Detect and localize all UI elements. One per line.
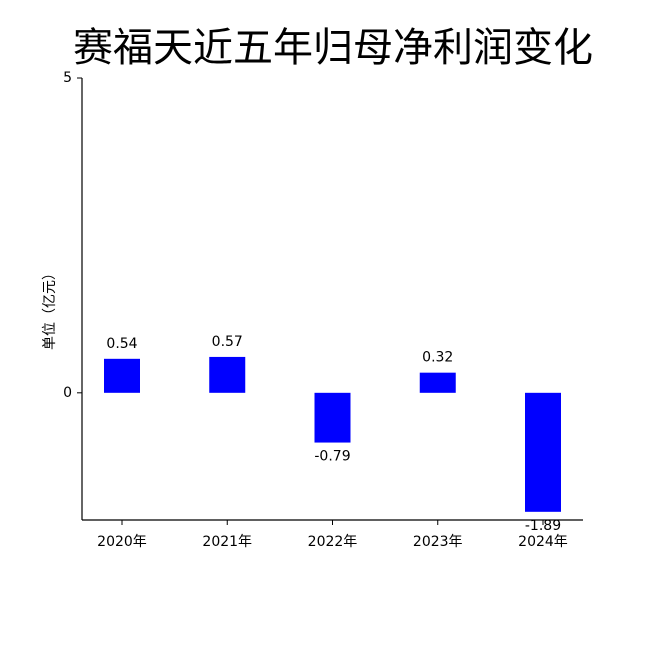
value-label: 0.32 bbox=[422, 350, 453, 366]
x-tick-label: 2024年 bbox=[518, 534, 568, 550]
value-label: -1.89 bbox=[525, 518, 561, 534]
y-axis-label: 单位（亿元） bbox=[42, 266, 58, 350]
value-label: 0.57 bbox=[212, 334, 243, 350]
bar bbox=[525, 392, 561, 512]
x-tick-label: 2022年 bbox=[308, 534, 358, 550]
y-tick-label: 5 bbox=[63, 70, 72, 86]
x-tick-label: 2021年 bbox=[202, 534, 252, 550]
y-tick-label: 0 bbox=[63, 385, 72, 401]
value-label: 0.54 bbox=[106, 336, 137, 352]
value-label: -0.79 bbox=[314, 449, 350, 465]
chart-title: 赛福天近五年归母净利润变化 bbox=[73, 25, 593, 71]
bar bbox=[104, 358, 140, 393]
x-tick-label: 2023年 bbox=[413, 534, 463, 550]
bar bbox=[419, 372, 456, 393]
bar bbox=[314, 392, 351, 443]
bar bbox=[209, 356, 246, 393]
x-tick-label: 2020年 bbox=[97, 534, 147, 550]
